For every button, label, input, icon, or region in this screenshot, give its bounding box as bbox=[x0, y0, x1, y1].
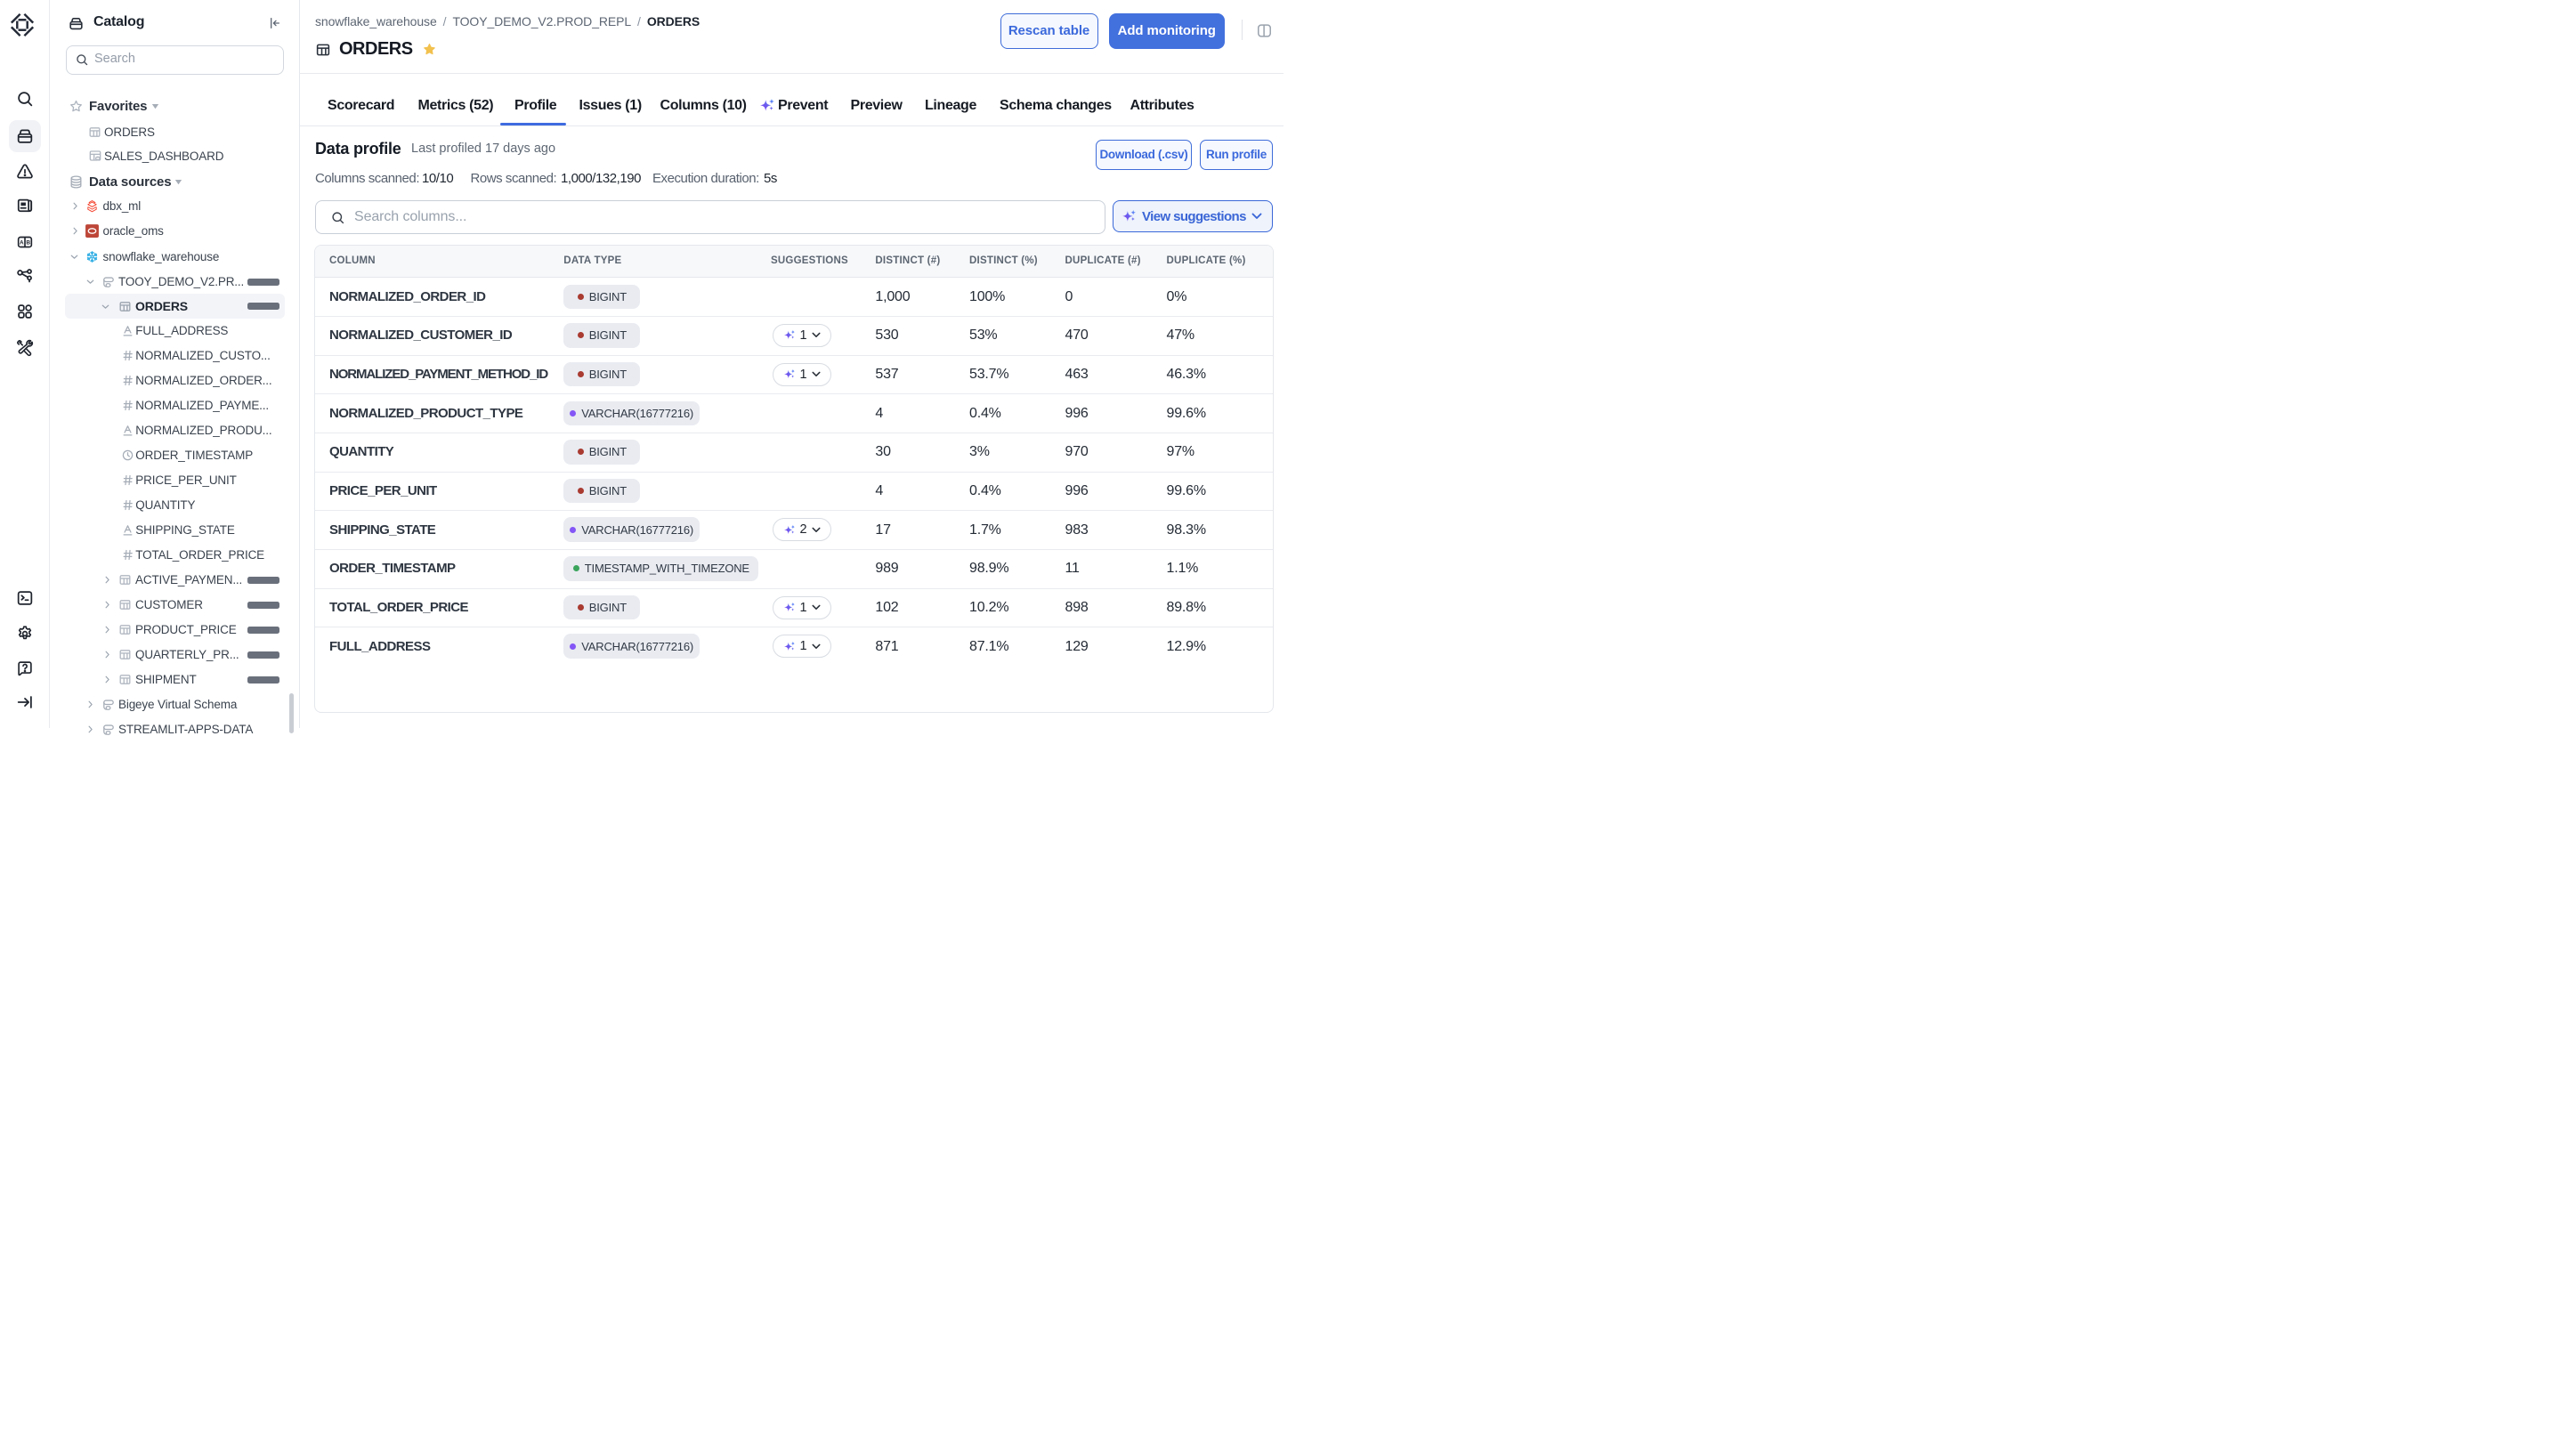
svg-text:B: B bbox=[26, 239, 30, 246]
svg-text:A: A bbox=[20, 239, 24, 246]
